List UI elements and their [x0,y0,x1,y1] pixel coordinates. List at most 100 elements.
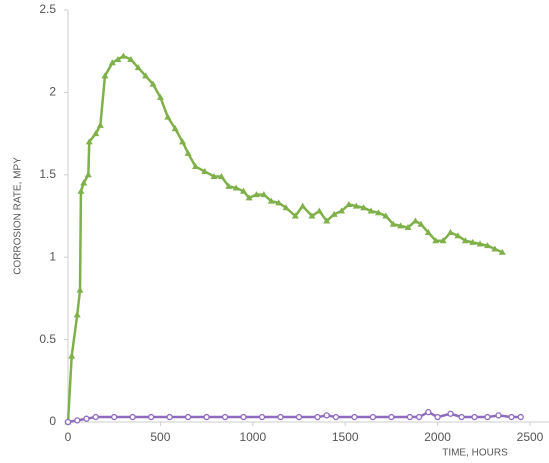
point [73,311,81,318]
point [68,352,76,359]
point [179,138,187,145]
point [217,172,225,179]
point [314,413,321,421]
point [142,72,150,79]
point [85,138,93,145]
point [345,200,353,207]
point [282,204,290,211]
point [411,217,419,224]
point [498,248,506,255]
point [221,413,229,421]
point [156,93,164,100]
point [291,212,299,219]
point [367,207,375,214]
point [323,217,331,224]
point [299,202,307,209]
point [476,240,484,247]
point [245,194,253,201]
point [447,410,454,417]
x-tick-label: 1500 [332,430,359,444]
point [415,413,423,421]
point [240,187,248,194]
y-tick-label: 1 [49,249,56,263]
point [83,415,90,422]
point [166,413,173,421]
y-tick-label: 2.5 [39,2,56,16]
point [374,209,382,216]
point [461,237,469,244]
point [483,242,491,249]
y-tick-label: 0 [49,414,56,428]
point [184,149,192,156]
x-tick-label: 500 [150,430,170,444]
point [517,413,524,421]
point [404,224,412,231]
point [108,59,116,66]
x-tick-label: 2500 [517,430,544,444]
point [192,163,200,170]
point [148,413,155,421]
point [315,207,323,214]
point [424,228,432,235]
point [92,413,99,421]
point [338,207,346,214]
point [134,64,142,71]
point [149,80,157,87]
point [164,113,172,120]
point [277,413,284,421]
y-tick-label: 0.5 [39,332,56,346]
point [267,197,275,204]
point [495,412,502,419]
point [225,182,233,189]
point [260,191,268,198]
point [397,222,405,229]
x-axis-label: TIME, HOURS [442,448,508,459]
point [74,417,81,424]
point [84,171,92,178]
point [240,413,247,421]
point [210,172,218,179]
point [64,418,72,426]
point [388,413,395,421]
point [454,232,462,239]
point [77,187,85,194]
point [295,413,303,421]
point [76,286,84,293]
point [471,413,478,421]
point [129,413,136,421]
point [332,413,340,421]
point [491,245,499,252]
x-tick-label: 1000 [239,430,266,444]
point [80,179,88,186]
point [308,212,316,219]
point [351,413,358,421]
point [258,413,266,421]
point [111,413,118,421]
point [369,413,377,421]
point [101,72,109,79]
point [275,199,283,206]
point [232,184,240,191]
point [330,210,338,217]
point [434,413,441,421]
point [171,125,179,132]
point [425,408,432,416]
y-tick-label: 2 [49,85,56,99]
point [508,413,515,421]
point [201,168,209,175]
series-line [66,54,503,423]
point [352,202,360,209]
point [114,55,122,62]
point [458,413,465,421]
point [323,412,330,419]
point [417,220,425,227]
point [432,237,440,244]
x-tick-label: 0 [65,430,72,444]
point [469,238,477,245]
point [406,413,414,421]
point [92,130,100,137]
point [439,237,447,244]
point [203,413,210,421]
y-tick-label: 1.5 [39,167,56,181]
